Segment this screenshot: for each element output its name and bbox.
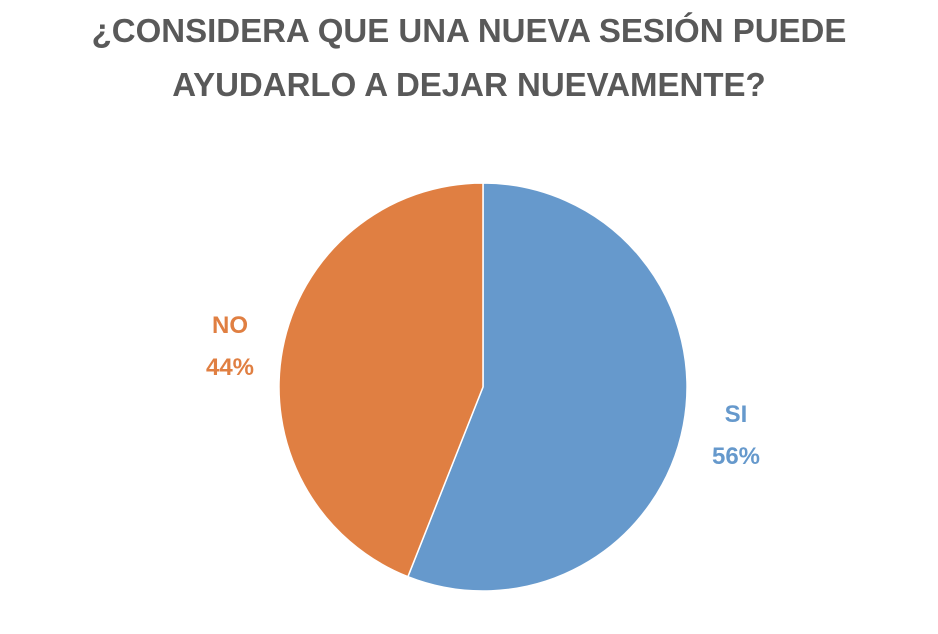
slice-label-value-si: 56% [712,443,760,470]
chart-title-line-2: AYUDARLO A DEJAR NUEVAMENTE? [172,66,766,103]
slice-label-name-si: SI [725,401,748,428]
slice-label-name-no: NO [212,312,248,339]
pie-slice-si [406,182,688,592]
pie-slices [278,182,688,592]
chart-title-line-1: ¿CONSIDERA QUE UNA NUEVA SESIÓN PUEDE [91,12,847,49]
slice-label-value-no: 44% [206,354,254,381]
pie-labels: SI 56% NO 44% [206,312,760,470]
pie-slice-no [278,182,484,578]
